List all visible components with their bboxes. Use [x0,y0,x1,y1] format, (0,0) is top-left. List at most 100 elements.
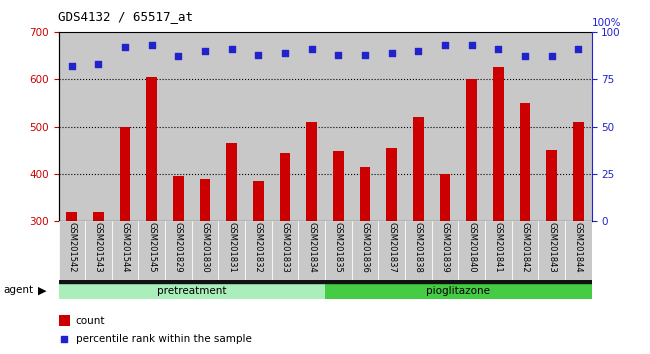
Point [200,48,211,53]
Bar [512,221,538,280]
Bar [200,179,211,221]
Bar [85,32,112,221]
Text: GSM201844: GSM201844 [574,222,582,273]
Bar [378,32,405,221]
Bar [306,122,317,221]
Text: GSM201830: GSM201830 [201,222,209,273]
Point [307,46,317,52]
Text: count: count [75,316,105,326]
Bar [378,221,405,280]
Point [120,44,130,50]
Point [227,46,237,52]
Bar [58,32,85,221]
Bar [66,212,77,221]
Text: pretreatment: pretreatment [157,286,226,296]
Point [373,256,384,261]
Bar [485,221,512,280]
Bar [413,117,424,221]
Text: pioglitazone: pioglitazone [426,286,490,296]
Bar [573,122,584,221]
Bar [192,221,218,280]
Text: GSM201842: GSM201842 [521,222,529,273]
Bar [333,151,344,221]
Bar [546,150,557,221]
Bar [93,212,104,221]
Point [94,61,104,67]
Bar [138,221,165,280]
Bar [485,32,512,221]
Bar [439,174,450,221]
Point [254,52,264,57]
Text: percentile rank within the sample: percentile rank within the sample [75,334,252,344]
Text: GSM201542: GSM201542 [68,222,76,273]
Text: GSM201843: GSM201843 [547,222,556,273]
Point [467,42,477,48]
Text: GSM201835: GSM201835 [334,222,343,273]
Text: GSM201836: GSM201836 [361,222,369,273]
Bar [405,221,432,280]
Text: GSM201839: GSM201839 [441,222,449,273]
Bar [146,77,157,221]
Text: GSM201838: GSM201838 [414,222,422,273]
Point [413,48,424,53]
Bar [85,221,112,280]
Text: GSM201834: GSM201834 [307,222,316,273]
Bar [458,32,485,221]
Text: ▶: ▶ [38,285,46,295]
Bar [58,280,592,283]
Bar [565,32,592,221]
Point [360,52,370,57]
Bar [386,148,397,221]
Text: GSM201833: GSM201833 [281,222,289,273]
Bar [325,221,352,280]
Bar [112,221,138,280]
Text: GSM201543: GSM201543 [94,222,103,273]
Text: GSM201831: GSM201831 [227,222,236,273]
Bar [298,32,325,221]
Bar [165,32,192,221]
Text: GSM201837: GSM201837 [387,222,396,273]
Bar [138,32,165,221]
Bar [325,283,592,299]
Bar [352,32,378,221]
Bar [405,32,432,221]
Bar [565,221,592,280]
Text: GSM201829: GSM201829 [174,222,183,273]
Point [439,42,450,48]
Point [280,50,291,56]
Point [333,52,343,57]
Text: GSM201832: GSM201832 [254,222,263,273]
Text: GDS4132 / 65517_at: GDS4132 / 65517_at [58,10,194,23]
Point [493,46,504,52]
Bar [120,127,131,221]
Bar [218,221,245,280]
Point [573,46,584,52]
Bar [173,176,184,221]
Point [520,54,530,59]
Bar [218,32,245,221]
Point [386,50,396,56]
Text: 100%: 100% [592,18,621,28]
Bar [325,32,352,221]
Bar [272,32,298,221]
Bar [432,32,458,221]
Text: agent: agent [3,285,33,295]
Bar [519,103,530,221]
Bar [458,221,485,280]
Bar [493,67,504,221]
Bar [432,221,458,280]
Bar [466,79,477,221]
Bar [359,167,370,221]
Bar [245,221,272,280]
Text: GSM201545: GSM201545 [148,222,156,273]
Text: GSM201841: GSM201841 [494,222,502,273]
Text: GSM201840: GSM201840 [467,222,476,273]
Bar [58,283,325,299]
Point [67,63,77,69]
Bar [512,32,538,221]
Point [173,54,184,59]
Bar [58,221,85,280]
Bar [165,221,192,280]
Point [547,54,557,59]
Bar [272,221,298,280]
